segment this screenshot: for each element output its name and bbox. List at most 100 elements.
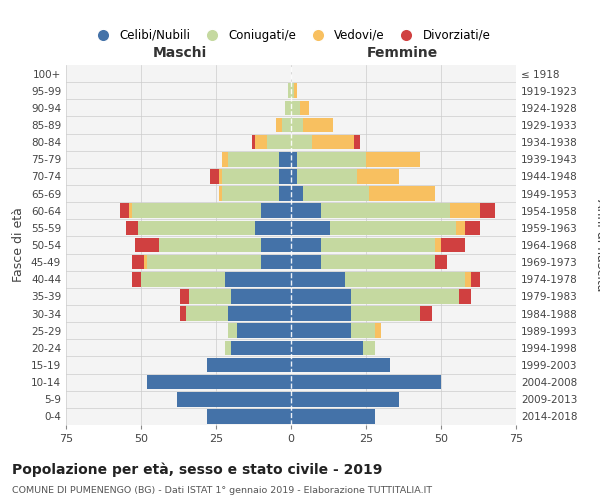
Bar — [231, 340, 291, 355]
Bar — [330, 220, 456, 235]
Bar — [291, 375, 441, 390]
Bar — [294, 84, 297, 98]
Bar — [147, 255, 261, 270]
Bar — [228, 324, 237, 338]
Bar — [267, 135, 291, 150]
Bar — [291, 152, 297, 166]
Bar — [255, 135, 267, 150]
Bar — [456, 220, 465, 235]
Bar — [288, 84, 291, 98]
Bar — [120, 204, 129, 218]
Bar — [291, 238, 321, 252]
Bar — [222, 186, 279, 201]
Bar — [291, 324, 351, 338]
Bar — [459, 289, 471, 304]
Bar — [261, 204, 291, 218]
Bar — [291, 135, 312, 150]
Bar — [291, 340, 363, 355]
Bar — [450, 204, 480, 218]
Bar — [141, 272, 225, 286]
Bar — [345, 272, 465, 286]
Bar — [297, 152, 366, 166]
Bar — [126, 220, 138, 235]
Bar — [291, 84, 294, 98]
Bar — [219, 169, 222, 184]
Bar — [279, 186, 291, 201]
Bar — [465, 220, 480, 235]
Bar — [225, 340, 231, 355]
Legend: Celibi/Nubili, Coniugati/e, Vedovi/e, Divorziati/e: Celibi/Nubili, Coniugati/e, Vedovi/e, Di… — [87, 24, 495, 46]
Bar — [303, 186, 369, 201]
Bar — [210, 169, 219, 184]
Bar — [189, 289, 231, 304]
Bar — [465, 272, 471, 286]
Bar — [132, 272, 141, 286]
Bar — [321, 238, 435, 252]
Bar — [222, 169, 279, 184]
Bar — [138, 220, 255, 235]
Bar — [363, 340, 375, 355]
Bar — [228, 306, 291, 321]
Bar — [222, 152, 228, 166]
Bar — [135, 238, 159, 252]
Bar — [291, 306, 351, 321]
Bar — [180, 289, 189, 304]
Bar — [321, 255, 435, 270]
Bar — [303, 118, 333, 132]
Bar — [276, 118, 282, 132]
Bar — [147, 375, 291, 390]
Text: Femmine: Femmine — [367, 46, 437, 60]
Bar — [300, 100, 309, 115]
Bar — [351, 306, 420, 321]
Bar — [180, 306, 186, 321]
Bar — [261, 255, 291, 270]
Bar — [228, 152, 279, 166]
Bar — [369, 186, 435, 201]
Bar — [375, 324, 381, 338]
Y-axis label: Anni di nascita: Anni di nascita — [594, 198, 600, 291]
Bar — [279, 169, 291, 184]
Bar — [207, 358, 291, 372]
Bar — [291, 272, 345, 286]
Bar — [420, 306, 432, 321]
Bar — [291, 186, 303, 201]
Bar — [186, 306, 228, 321]
Bar — [207, 409, 291, 424]
Y-axis label: Fasce di età: Fasce di età — [13, 208, 25, 282]
Bar — [297, 169, 357, 184]
Bar — [312, 135, 354, 150]
Bar — [471, 272, 480, 286]
Bar — [261, 238, 291, 252]
Bar — [321, 204, 450, 218]
Bar — [291, 392, 399, 406]
Bar — [279, 152, 291, 166]
Bar — [252, 135, 255, 150]
Bar — [225, 272, 291, 286]
Bar — [144, 255, 147, 270]
Bar — [291, 204, 321, 218]
Bar — [159, 238, 261, 252]
Bar — [291, 409, 375, 424]
Bar — [285, 100, 291, 115]
Bar — [237, 324, 291, 338]
Bar — [435, 238, 441, 252]
Bar — [480, 204, 495, 218]
Bar — [132, 204, 261, 218]
Bar — [291, 169, 297, 184]
Bar — [255, 220, 291, 235]
Bar — [435, 255, 447, 270]
Bar — [129, 204, 132, 218]
Bar — [132, 255, 144, 270]
Bar — [291, 255, 321, 270]
Bar — [219, 186, 222, 201]
Bar — [357, 169, 399, 184]
Bar — [366, 152, 420, 166]
Bar — [291, 118, 303, 132]
Bar — [231, 289, 291, 304]
Bar — [177, 392, 291, 406]
Text: Maschi: Maschi — [153, 46, 207, 60]
Bar — [282, 118, 291, 132]
Bar — [441, 238, 465, 252]
Text: Popolazione per età, sesso e stato civile - 2019: Popolazione per età, sesso e stato civil… — [12, 462, 382, 477]
Bar — [351, 289, 459, 304]
